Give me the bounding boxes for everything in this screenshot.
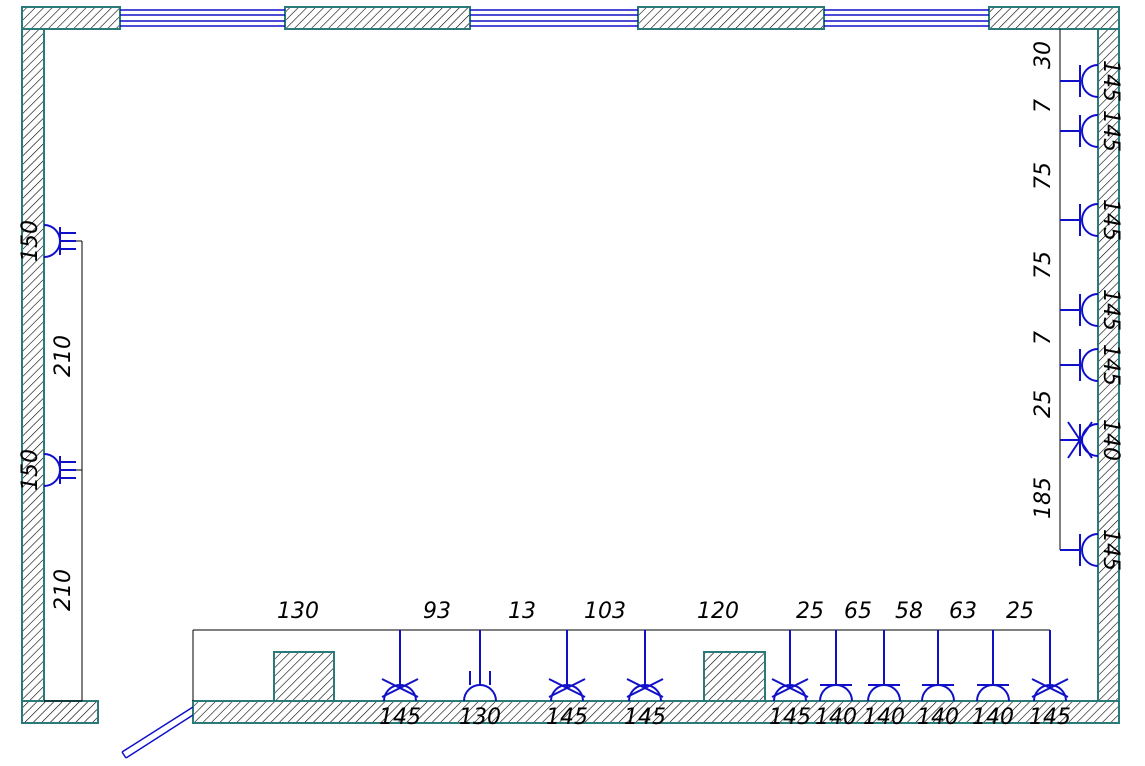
right-spacing-label: 25 [1031, 390, 1056, 418]
right-spacing-label: 75 [1031, 162, 1056, 190]
bottom-spacing-label: 13 [508, 599, 536, 624]
left-outlet-height-label: 150 [18, 449, 43, 491]
bottom-spacing-label: 65 [844, 599, 872, 624]
right-outlet-height-label: 145 [1098, 60, 1123, 102]
right-outlet-1 [1060, 64, 1099, 98]
right-outlet-5 [1060, 348, 1099, 382]
top-wall-right-pier [988, 6, 1120, 30]
bottom-outlet-1 [381, 630, 419, 702]
windows [120, 9, 989, 27]
window-1 [120, 9, 285, 27]
bottom-spacing-label: 58 [895, 599, 923, 624]
right-outlet-height-label: 145 [1098, 110, 1123, 152]
bottom-outlet-height-label: 145 [1029, 705, 1071, 730]
bottom-outlet-height-label: 145 [624, 705, 666, 730]
bottom-spacing-label: 63 [949, 599, 977, 624]
right-outlet-height-label: 145 [1098, 344, 1123, 386]
right-outlet-height-label: 140 [1098, 419, 1123, 461]
bottom-spacing-label: 103 [584, 599, 626, 624]
bottom-outlet-7 [867, 630, 901, 702]
right-outlet-height-label: 145 [1098, 289, 1123, 331]
bottom-outlet-6 [819, 630, 853, 702]
bottom-outlet-3 [548, 630, 586, 702]
bottom-outlet-2 [463, 630, 497, 702]
right-outlet-6 [1060, 421, 1099, 459]
bottom-outlet-height-label: 140 [917, 705, 959, 730]
column-2 [703, 651, 766, 702]
right-spacing-label: 75 [1031, 251, 1056, 279]
bottom-outlet-height-label: 140 [863, 705, 905, 730]
outlet-symbols [43, 64, 1099, 702]
right-outlet-4 [1060, 293, 1099, 327]
bottom-outlet-height-label: 140 [972, 705, 1014, 730]
left-outlet-2 [43, 453, 76, 487]
window-2 [470, 9, 638, 27]
column-1 [273, 651, 335, 702]
bottom-outlet-5 [771, 630, 809, 702]
bottom-outlet-height-label: 145 [379, 705, 421, 730]
right-dimension-lines [1059, 29, 1080, 551]
door [121, 706, 194, 759]
bottom-dimension-lines [192, 629, 1050, 701]
right-outlet-2 [1060, 114, 1099, 148]
bottom-outlet-height-label: 145 [769, 705, 811, 730]
left-outlet-height-label: 150 [18, 220, 43, 262]
bottom-outlet-height-label: 140 [815, 705, 857, 730]
right-spacing-label: 30 [1031, 41, 1056, 69]
bottom-wall [192, 700, 1120, 724]
bottom-spacing-label: 25 [1006, 599, 1034, 624]
top-wall-pier-2 [637, 6, 825, 30]
right-spacing-label: 7 [1031, 331, 1056, 345]
right-outlet-3 [1060, 203, 1099, 237]
bottom-outlet-8 [921, 630, 955, 702]
right-outlet-height-label: 145 [1098, 529, 1123, 571]
right-spacing-label: 185 [1031, 477, 1056, 519]
left-spacing-label: 210 [51, 335, 76, 377]
walls [21, 6, 1120, 724]
right-outlet-height-label: 145 [1098, 199, 1123, 241]
bottom-wall-left-stub [21, 700, 99, 724]
bottom-spacing-label: 120 [697, 599, 739, 624]
bottom-spacing-label: 130 [277, 599, 319, 624]
left-outlet-1 [43, 224, 76, 258]
bottom-spacing-label: 93 [423, 599, 451, 624]
left-spacing-label: 210 [51, 569, 76, 611]
bottom-outlet-height-label: 130 [459, 705, 501, 730]
left-wall [21, 28, 45, 702]
bottom-outlet-10 [1031, 630, 1069, 702]
bottom-outlet-9 [976, 630, 1010, 702]
top-wall-pier-1 [284, 6, 471, 30]
right-outlet-7 [1060, 533, 1099, 567]
bottom-spacing-label: 25 [796, 599, 824, 624]
bottom-outlet-4 [626, 630, 664, 702]
right-spacing-label: 7 [1031, 99, 1056, 113]
top-wall-left-pier [21, 6, 121, 30]
bottom-outlet-height-label: 145 [546, 705, 588, 730]
window-3 [824, 9, 989, 27]
